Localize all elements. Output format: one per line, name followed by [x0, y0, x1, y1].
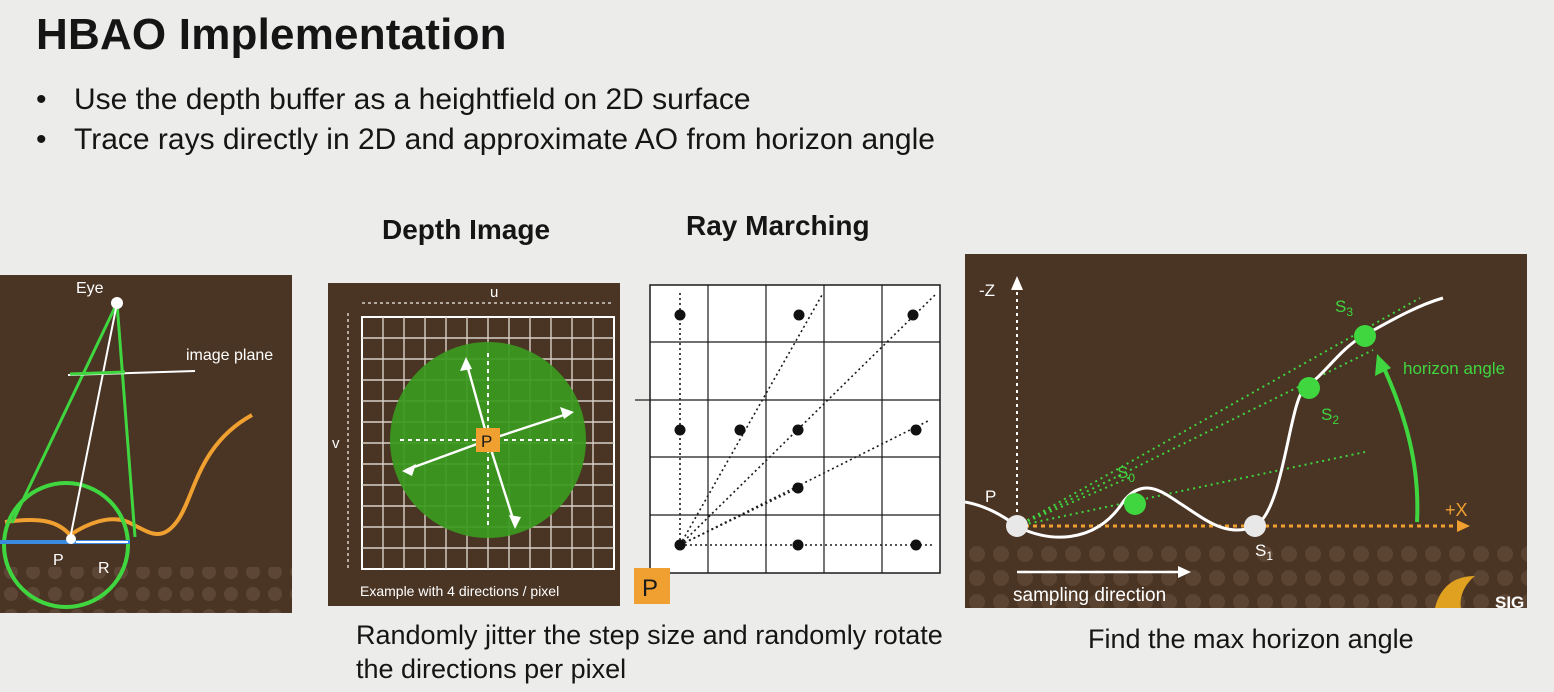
r-label: R — [98, 560, 110, 577]
slide-title: HBAO Implementation — [36, 10, 507, 59]
eye-projection-diagram: Eye image plane P R — [0, 275, 292, 613]
neg-z-label: -Z — [979, 281, 995, 300]
u-axis-label: u — [490, 284, 498, 301]
point-p — [1006, 515, 1028, 537]
depth-image-heading: Depth Image — [382, 214, 551, 245]
horizon-angle-diagram: -Z +X P S0 S1 S2 S3 horizon angle sampli… — [965, 254, 1527, 608]
sample-s1 — [1244, 515, 1266, 537]
eye-label: Eye — [76, 280, 104, 297]
bullet-item: • Trace rays directly in 2D and approxima… — [36, 123, 935, 156]
bullet-list: • Use the depth buffer as a heightfield o… — [36, 80, 935, 160]
sample-s0 — [1124, 493, 1146, 515]
s0-label: S0 — [1117, 463, 1135, 485]
ray-marching-diagram: P — [634, 284, 941, 604]
s3-label: S3 — [1335, 297, 1353, 319]
logo-icon — [1435, 576, 1475, 608]
p-label: P — [985, 487, 996, 506]
depth-image-panel: P u v Example with 4 directions / pixel — [328, 283, 620, 606]
horizon-angle-label: horizon angle — [1403, 359, 1505, 378]
ray-p-label: P — [642, 575, 658, 602]
s1-label: S1 — [1255, 541, 1273, 563]
v-axis-label: v — [332, 435, 340, 452]
logo-text: SIG — [1495, 593, 1524, 608]
jitter-caption: Randomly jitter the step size and random… — [356, 620, 943, 684]
ray-marching-heading: Ray Marching — [686, 210, 870, 241]
eye-point — [111, 297, 123, 309]
max-horizon-caption: Find the max horizon angle — [1088, 624, 1414, 654]
bullet-text: Use the depth buffer as a heightfield on… — [74, 83, 751, 116]
pos-x-label: +X — [1445, 500, 1468, 520]
sample-s2 — [1298, 377, 1320, 399]
depth-p-label: P — [481, 432, 492, 451]
ray-marching-panel: P — [630, 280, 950, 610]
p-label: P — [53, 552, 64, 569]
bullet-item: • Use the depth buffer as a heightfield o… — [36, 83, 751, 116]
bullet-text: Trace rays directly in 2D and approximat… — [74, 123, 935, 156]
sample-s3 — [1354, 325, 1376, 347]
depth-image-diagram: P u v Example with 4 directions / pixel — [328, 283, 620, 606]
example-caption: Example with 4 directions / pixel — [360, 583, 559, 599]
image-plane-label: image plane — [186, 347, 273, 364]
horizon-angle-panel: -Z +X P S0 S1 S2 S3 horizon angle sampli… — [965, 254, 1527, 608]
point-p — [66, 534, 76, 544]
s2-label: S2 — [1321, 405, 1339, 427]
sampling-direction-label: sampling direction — [1013, 585, 1166, 606]
eye-projection-panel: Eye image plane P R — [0, 275, 292, 613]
